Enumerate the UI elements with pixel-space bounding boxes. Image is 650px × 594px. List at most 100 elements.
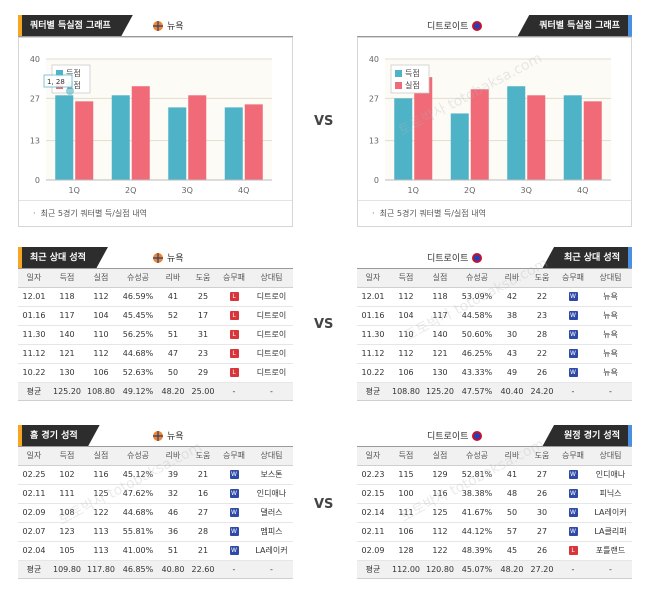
column-header: 도움 <box>527 447 557 466</box>
result-badge: L <box>568 546 578 555</box>
bar-allowed[interactable] <box>527 95 546 180</box>
table-cell: 17 <box>188 306 218 326</box>
table-header-row: 일자 득점 실점 슈성공 리바 도움 승무패 상대팀 <box>18 447 293 466</box>
bar-scored[interactable] <box>111 95 130 180</box>
opponent-cell: LA클리퍼 <box>589 522 632 542</box>
y-tick-label: 0 <box>35 176 40 185</box>
result-cell: L <box>557 541 589 561</box>
result-badge: W <box>229 527 239 536</box>
bar-scored[interactable] <box>394 98 413 180</box>
bar-scored[interactable] <box>450 113 469 180</box>
average-cell: 49.12% <box>118 382 158 401</box>
result-cell: W <box>557 484 589 504</box>
x-tick-label: 1Q <box>69 186 80 195</box>
table-cell: 125 <box>423 503 457 523</box>
table-cell: 48 <box>497 484 527 504</box>
bar-allowed[interactable] <box>244 104 263 180</box>
bar-allowed[interactable] <box>414 77 433 180</box>
result-badge: W <box>568 368 578 377</box>
result-cell: W <box>218 484 250 504</box>
table-cell: 48.39% <box>457 541 497 561</box>
bar-scored[interactable] <box>168 107 187 180</box>
column-header: 슈성공 <box>118 447 158 466</box>
pistons-logo-icon <box>471 252 483 264</box>
table-cell: 50 <box>158 363 188 383</box>
table-row: 01.16 104 117 44.58% 38 23 W 뉴욕 <box>357 306 632 326</box>
average-cell: 109.80 <box>50 560 84 579</box>
column-header: 실점 <box>423 447 457 466</box>
result-cell: L <box>218 344 250 364</box>
bar-allowed[interactable] <box>131 86 150 180</box>
column-header: 승무패 <box>557 447 589 466</box>
table-cell: 27 <box>527 522 557 542</box>
result-cell: W <box>557 363 589 383</box>
table-cell: 122 <box>84 503 118 523</box>
table-cell: 112 <box>389 344 423 364</box>
legend-swatch <box>395 82 402 89</box>
column-header: 득점 <box>389 269 423 288</box>
result-cell: W <box>557 325 589 345</box>
average-cell: 40.80 <box>158 560 188 579</box>
column-header: 일자 <box>357 447 389 466</box>
bar-scored[interactable] <box>224 107 243 180</box>
table-cell: 29 <box>188 363 218 383</box>
average-cell: - <box>557 382 589 401</box>
table-cell: 117 <box>423 306 457 326</box>
table-cell: 31 <box>188 325 218 345</box>
column-header: 승무패 <box>218 269 250 288</box>
y-tick-label: 13 <box>30 137 40 146</box>
column-header: 리바 <box>158 269 188 288</box>
average-cell: 47.57% <box>457 382 497 401</box>
table-cell: 43 <box>497 344 527 364</box>
result-cell: W <box>557 306 589 326</box>
table-cell: 28 <box>188 522 218 542</box>
recent-table-home: 일자 득점 실점 슈성공 리바 도움 승무패 상대팀 12.01 118 112 46.59% 41 25… <box>18 269 293 401</box>
table-row: 11.30 110 140 50.60% 30 28 W 뉴욕 <box>357 325 632 345</box>
table-cell: 02.11 <box>18 484 50 504</box>
average-cell: 40.40 <box>497 382 527 401</box>
section-title: 쿼터별 득실점 그래프 <box>18 15 133 37</box>
bar-scored[interactable] <box>55 95 74 180</box>
average-cell: 117.80 <box>84 560 118 579</box>
column-header: 리바 <box>497 447 527 466</box>
bar-allowed[interactable] <box>188 95 207 180</box>
table-cell: 121 <box>423 344 457 364</box>
table-cell: 111 <box>389 503 423 523</box>
vs-label: VS <box>314 497 334 512</box>
bar-allowed[interactable] <box>470 89 489 180</box>
table-cell: 12.01 <box>357 287 389 307</box>
table-cell: 51 <box>158 541 188 561</box>
result-badge: W <box>229 489 239 498</box>
y-tick-label: 27 <box>30 94 40 103</box>
table-cell: 44.68% <box>118 503 158 523</box>
opponent-cell: 뉴욕 <box>589 363 632 383</box>
table-cell: 26 <box>527 484 557 504</box>
table-cell: 56.25% <box>118 325 158 345</box>
column-header: 승무패 <box>557 269 589 288</box>
average-cell: 평균 <box>18 560 50 579</box>
result-badge: W <box>568 349 578 358</box>
bar-scored[interactable] <box>563 95 582 180</box>
table-cell: 128 <box>389 541 423 561</box>
column-header: 상대팀 <box>589 269 632 288</box>
table-cell: 113 <box>84 522 118 542</box>
table-cell: 110 <box>389 325 423 345</box>
column-header: 득점 <box>50 269 84 288</box>
bar-allowed[interactable] <box>75 101 94 180</box>
table-cell: 121 <box>50 344 84 364</box>
bar-allowed[interactable] <box>583 101 602 180</box>
vs-label: VS <box>314 114 334 129</box>
table-cell: 11.12 <box>357 344 389 364</box>
opponent-cell: 인디애나 <box>589 465 632 485</box>
bar-scored[interactable] <box>507 86 526 180</box>
column-header: 일자 <box>18 447 50 466</box>
table-cell: 16 <box>188 484 218 504</box>
table-cell: 38.38% <box>457 484 497 504</box>
table-row: 02.04 105 113 41.00% 51 21 W LA레이커 <box>18 541 293 561</box>
table-cell: 02.09 <box>18 503 50 523</box>
table-cell: 01.16 <box>357 306 389 326</box>
table-cell: 25 <box>188 287 218 307</box>
table-row: 11.12 121 112 44.68% 47 23 L 디트로이 <box>18 344 293 364</box>
